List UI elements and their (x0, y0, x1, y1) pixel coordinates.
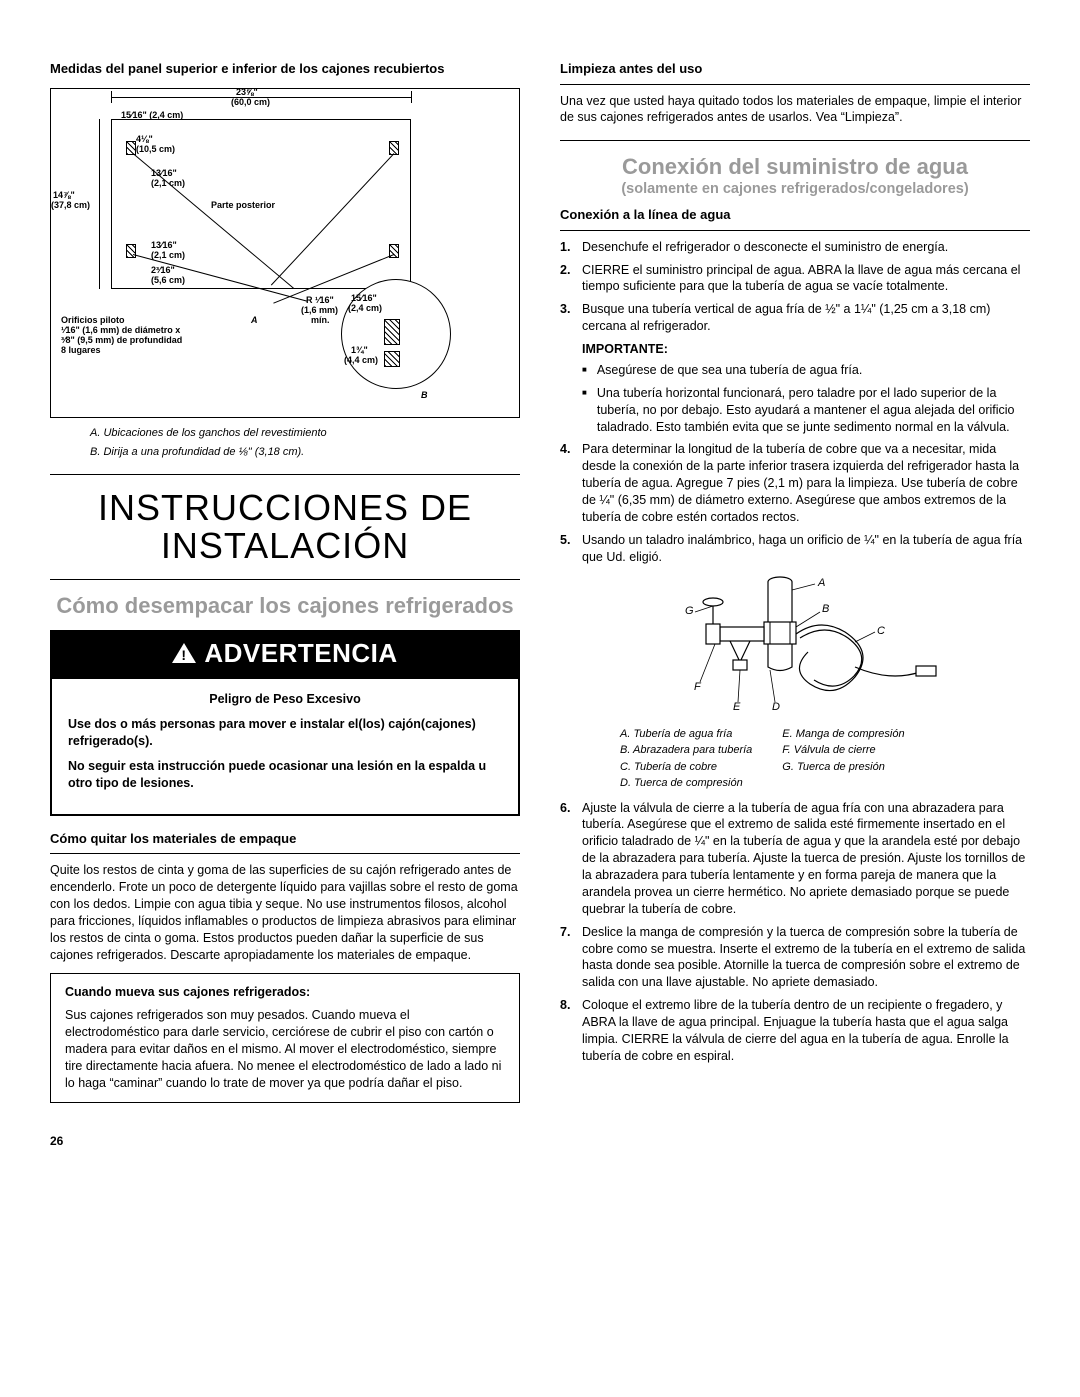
steps-list-1: 1.Desenchufe el refrigerador o desconect… (560, 239, 1030, 335)
panel-diagram: 23⅝" (60,0 cm) 14⅞" (37,8 cm) 15⁄16" (2,… (50, 88, 520, 418)
warning-text-1: Use dos o más personas para mover e inst… (68, 716, 502, 750)
divider (50, 579, 520, 580)
moving-text: Sus cajones refrigerados son muy pesados… (65, 1007, 505, 1091)
list-item: 3.Busque una tubería vertical de agua fr… (560, 301, 1030, 335)
valve-legend: A. Tubería de agua fría B. Abrazadera pa… (620, 726, 1030, 792)
list-item: 2.CIERRE el suministro principal de agua… (560, 262, 1030, 296)
list-item: Asegúrese de que sea una tubería de agua… (582, 362, 1030, 379)
moving-heading: Cuando mueva sus cajones refrigerados: (65, 984, 505, 1001)
warning-box: Peligro de Peso Excesivo Use dos o más p… (50, 679, 520, 815)
caption-b: B. Dirija a una profundidad de ⅛" (3,18 … (90, 445, 520, 460)
divider (50, 853, 520, 854)
water-supply-heading: Conexión del suministro de agua (560, 155, 1030, 179)
list-item: 5.Usando un taladro inalámbrico, haga un… (560, 532, 1030, 566)
main-heading: INSTRUCCIONES DE INSTALACIÓN (50, 489, 520, 565)
divider (50, 474, 520, 475)
remove-packing-heading: Cómo quitar los materiales de empaque (50, 830, 520, 848)
list-item: 8.Coloque el extremo libre de la tubería… (560, 997, 1030, 1065)
clean-text: Una vez que usted haya quitado todos los… (560, 93, 1030, 127)
list-item: 4.Para determinar la longitud de la tube… (560, 441, 1030, 525)
remove-packing-text: Quite los restos de cinta y goma de las … (50, 862, 520, 963)
steps-list-2: 4.Para determinar la longitud de la tube… (560, 441, 1030, 565)
steps-list-3: 6.Ajuste la válvula de cierre a la tuber… (560, 800, 1030, 1065)
important-bullets: Asegúrese de que sea una tubería de agua… (582, 362, 1030, 436)
water-supply-paren: (solamente en cajones refrigerados/conge… (560, 181, 1030, 198)
caption-a: A. Ubicaciones de los ganchos del revest… (90, 426, 520, 441)
warning-text-2: No seguir esta instrucción puede ocasion… (68, 758, 502, 792)
divider (560, 84, 1030, 85)
warning-heading: Peligro de Peso Excesivo (68, 691, 502, 708)
valve-diagram: A B C D E F G (620, 572, 1030, 722)
warning-icon (172, 643, 196, 663)
divider (560, 230, 1030, 231)
water-conn-heading: Conexión a la línea de agua (560, 206, 1030, 224)
list-item: 7.Deslice la manga de compresión y la tu… (560, 924, 1030, 992)
clean-heading: Limpieza antes del uso (560, 60, 1030, 78)
divider (560, 140, 1030, 141)
moving-box: Cuando mueva sus cajones refrigerados: S… (50, 973, 520, 1102)
warning-banner: ADVERTENCIA (50, 630, 520, 679)
unpack-heading: Cómo desempacar los cajones refrigerados (50, 594, 520, 618)
important-label: IMPORTANTE: (582, 341, 1030, 358)
page-number: 26 (50, 1133, 1030, 1149)
panel-dimensions-title: Medidas del panel superior e inferior de… (50, 60, 520, 78)
list-item: 1.Desenchufe el refrigerador o desconect… (560, 239, 1030, 256)
list-item: 6.Ajuste la válvula de cierre a la tuber… (560, 800, 1030, 918)
list-item: Una tubería horizontal funcionará, pero … (582, 385, 1030, 436)
warning-label: ADVERTENCIA (204, 636, 397, 671)
